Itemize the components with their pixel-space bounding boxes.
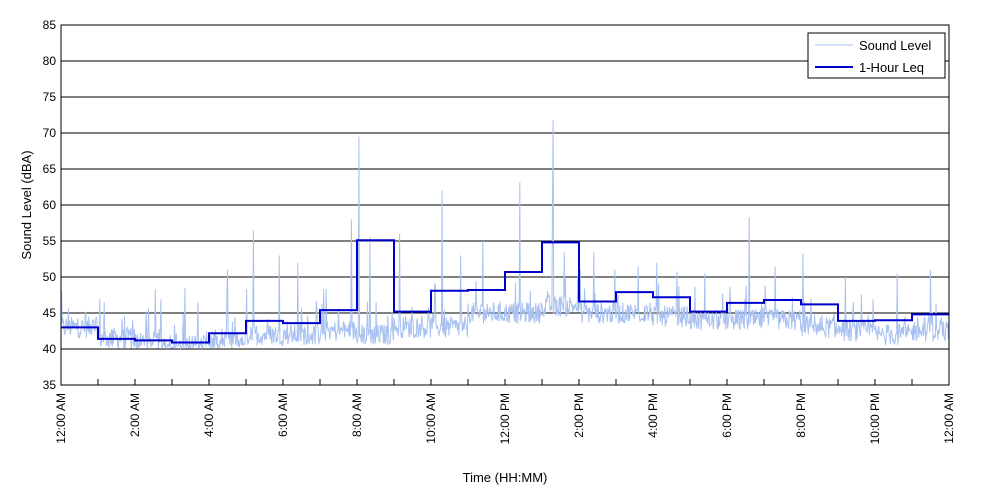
y-tick-label: 65 [43,162,57,176]
x-tick-label: 6:00 AM [276,393,290,437]
y-tick-label: 60 [43,198,57,212]
x-tick-label: 2:00 PM [572,393,586,438]
y-axis-title: Sound Level (dBA) [19,150,34,259]
y-tick-label: 85 [43,18,57,32]
x-tick-label: 4:00 PM [646,393,660,438]
y-tick-label: 45 [43,306,57,320]
x-tick-label: 12:00 AM [54,393,68,444]
x-tick-label: 2:00 AM [128,393,142,437]
x-tick-label: 10:00 AM [424,393,438,444]
y-tick-label: 40 [43,342,57,356]
x-axis: 12:00 AM 2:00 AM 4:00 AM 6:00 AM 8:00 AM 10:0… [54,379,956,444]
x-tick-label: 8:00 AM [350,393,364,437]
y-tick-label: 55 [43,234,57,248]
legend: Sound Level 1-Hour Leq [807,32,946,79]
y-tick-label: 50 [43,270,57,284]
leq-series [61,239,949,344]
leq-step-line [61,239,949,344]
sound-level-series [60,119,950,350]
legend-label-sound-level: Sound Level [859,38,931,53]
x-axis-title: Time (HH:MM) [463,470,548,485]
y-tick-label: 75 [43,90,57,104]
y-tick-label: 70 [43,126,57,140]
x-tick-label: 12:00 AM [942,393,956,444]
x-tick-label: 6:00 PM [720,393,734,438]
x-tick-label: 4:00 AM [202,393,216,437]
x-tick-label: 12:00 PM [498,393,512,444]
x-tick-label: 8:00 PM [794,393,808,438]
legend-box [807,32,946,79]
x-tick-label: 10:00 PM [868,393,882,444]
sound-level-line [60,119,950,350]
y-tick-label: 80 [43,54,57,68]
y-axis: 35 40 45 50 55 60 65 70 75 80 85 [43,18,57,392]
legend-label-leq: 1-Hour Leq [859,60,924,75]
y-tick-label: 35 [43,378,57,392]
